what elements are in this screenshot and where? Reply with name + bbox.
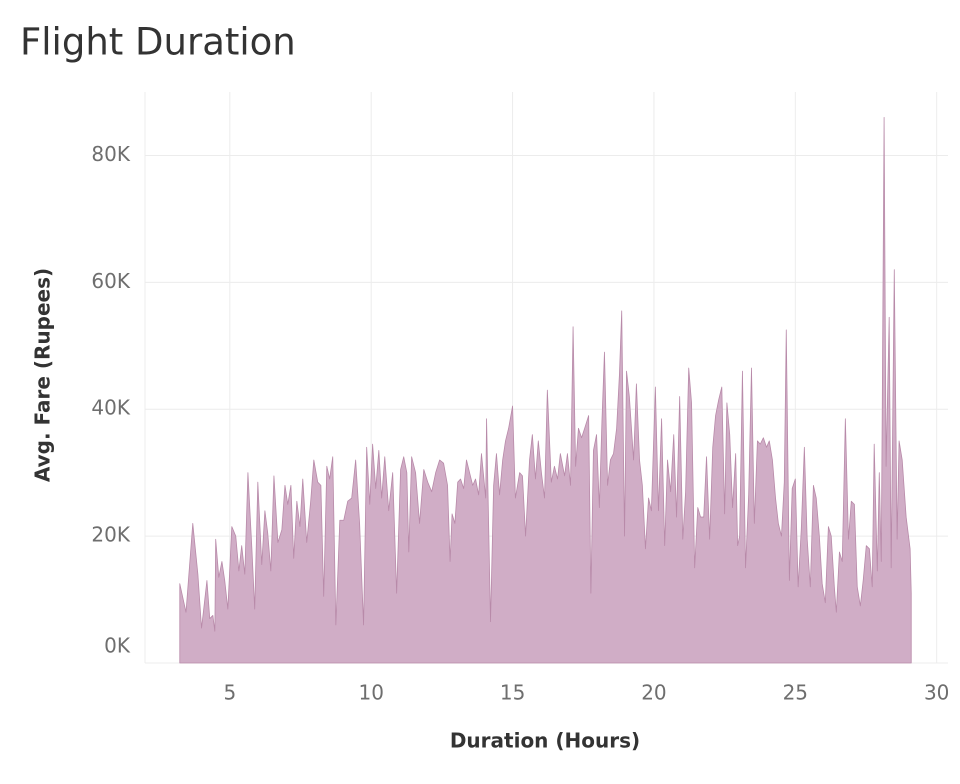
x-tick-label: 10: [358, 681, 383, 705]
x-tick-label: 20: [641, 681, 666, 705]
chart-title: Flight Duration: [20, 21, 296, 64]
x-tick-label: 30: [924, 681, 949, 705]
x-tick-label: 15: [500, 681, 525, 705]
area: [179, 116, 912, 664]
y-tick-label: 20K: [91, 523, 130, 547]
y-tick-label: 60K: [91, 269, 130, 293]
x-tick-label: 5: [223, 681, 236, 705]
y-tick-label: 0K: [104, 634, 131, 658]
y-axis-label: Avg. Fare (Rupees): [31, 268, 55, 482]
y-tick-label: 80K: [91, 142, 130, 166]
x-tick-label: 25: [783, 681, 808, 705]
y-tick-label: 40K: [91, 396, 130, 420]
x-axis-label: Duration (Hours): [450, 729, 640, 753]
